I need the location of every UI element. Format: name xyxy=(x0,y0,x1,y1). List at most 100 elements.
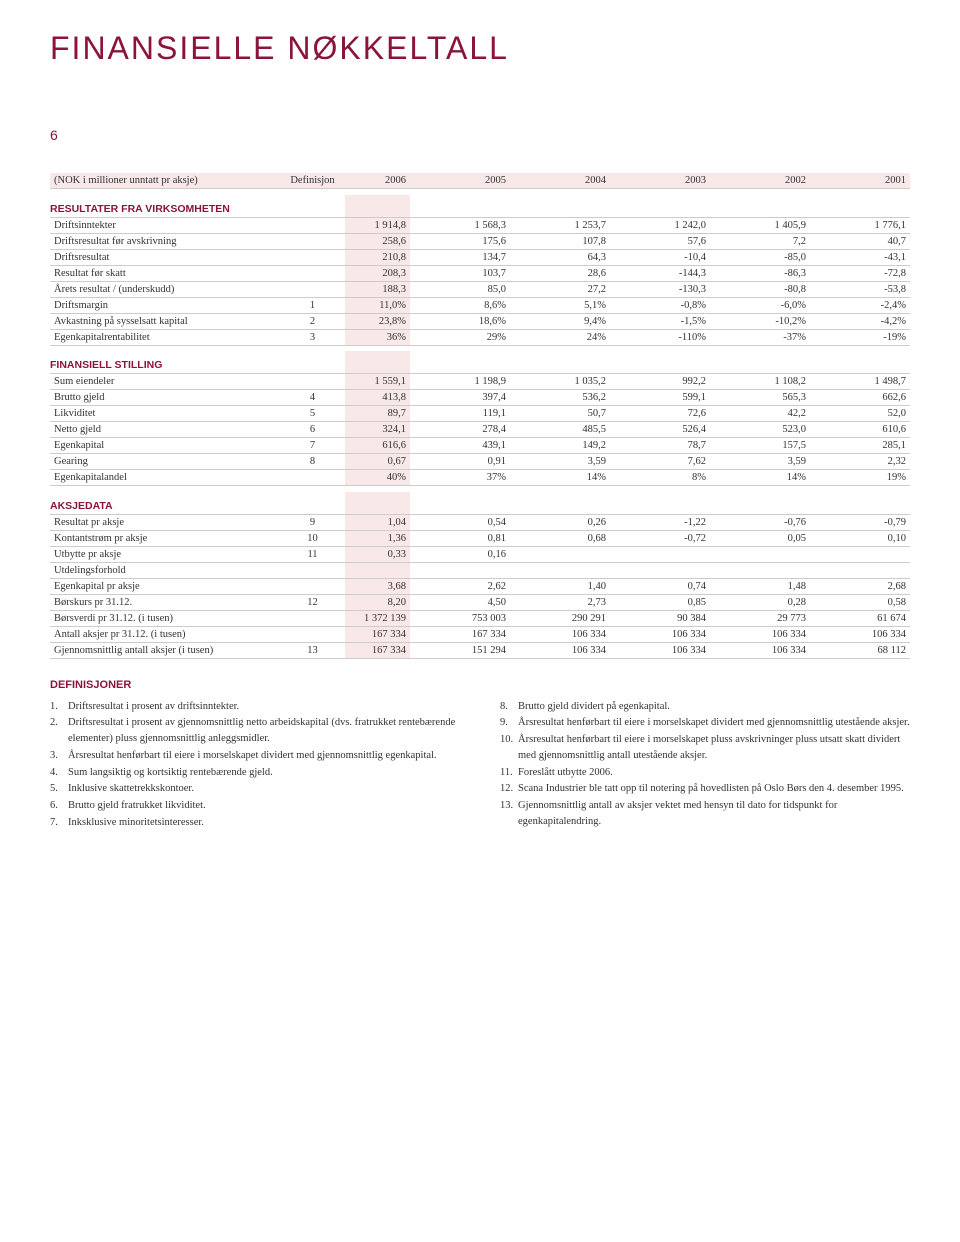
definition-item: 4.Sum langsiktig og kortsiktig rentebære… xyxy=(50,765,460,781)
table-row: Resultat pr aksje91,040,540,26-1,22-0,76… xyxy=(50,514,910,530)
row-value: 85,0 xyxy=(410,281,510,297)
row-def xyxy=(280,610,345,626)
row-def: 13 xyxy=(280,642,345,658)
table-row: Kontantstrøm pr aksje101,360,810,68-0,72… xyxy=(50,530,910,546)
definition-number: 2. xyxy=(50,715,68,747)
row-label: Børsverdi pr 31.12. (i tusen) xyxy=(50,610,280,626)
row-value: 11,0% xyxy=(345,297,410,313)
row-def xyxy=(280,249,345,265)
row-value: -1,5% xyxy=(610,313,710,329)
table-header-row: (NOK i millioner unntatt pr aksje) Defin… xyxy=(50,173,910,189)
row-def: 2 xyxy=(280,313,345,329)
table-row: Gearing80,670,913,597,623,592,32 xyxy=(50,454,910,470)
row-value: -110% xyxy=(610,329,710,345)
row-value: 64,3 xyxy=(510,249,610,265)
table-row: Likviditet589,7119,150,772,642,252,0 xyxy=(50,406,910,422)
definition-text: Scana Industrier ble tatt opp til noteri… xyxy=(518,781,904,797)
row-value: 662,6 xyxy=(810,390,910,406)
section-header: FINANSIELL STILLING xyxy=(50,351,910,374)
row-value: 324,1 xyxy=(345,422,410,438)
row-value: 9,4% xyxy=(510,313,610,329)
row-value: 397,4 xyxy=(410,390,510,406)
section-header: RESULTATER FRA VIRKSOMHETEN xyxy=(50,195,910,218)
row-value: 52,0 xyxy=(810,406,910,422)
row-value: 0,68 xyxy=(510,530,610,546)
definition-item: 13.Gjennomsnittlig antall av aksjer vekt… xyxy=(500,798,910,830)
row-value: 0,58 xyxy=(810,594,910,610)
row-value: 42,2 xyxy=(710,406,810,422)
row-value: -85,0 xyxy=(710,249,810,265)
row-label: Kontantstrøm pr aksje xyxy=(50,530,280,546)
row-value: 23,8% xyxy=(345,313,410,329)
header-year: 2004 xyxy=(510,173,610,189)
definition-number: 4. xyxy=(50,765,68,781)
row-value: 68 112 xyxy=(810,642,910,658)
row-label: Driftsmargin xyxy=(50,297,280,313)
row-value: -0,72 xyxy=(610,530,710,546)
row-value: 8,20 xyxy=(345,594,410,610)
row-value: 0,81 xyxy=(410,530,510,546)
row-def xyxy=(280,374,345,390)
financial-table: (NOK i millioner unntatt pr aksje) Defin… xyxy=(50,173,910,659)
row-value xyxy=(810,562,910,578)
row-value: -10,2% xyxy=(710,313,810,329)
definition-number: 5. xyxy=(50,781,68,797)
row-value: 24% xyxy=(510,329,610,345)
header-year: 2005 xyxy=(410,173,510,189)
table-row: Egenkapital7616,6439,1149,278,7157,5285,… xyxy=(50,438,910,454)
row-value: 0,91 xyxy=(410,454,510,470)
row-value: 188,3 xyxy=(345,281,410,297)
definition-number: 9. xyxy=(500,715,518,731)
row-value xyxy=(810,546,910,562)
section-title: FINANSIELL STILLING xyxy=(50,351,345,374)
table-row: Brutto gjeld4413,8397,4536,2599,1565,366… xyxy=(50,390,910,406)
row-value: 167 334 xyxy=(410,626,510,642)
definitions-title: DEFINISJONER xyxy=(50,679,910,691)
row-def: 10 xyxy=(280,530,345,546)
row-value: 210,8 xyxy=(345,249,410,265)
definition-number: 1. xyxy=(50,699,68,715)
row-value: 106 334 xyxy=(710,642,810,658)
table-row: Egenkapitalandel40%37%14%8%14%19% xyxy=(50,470,910,486)
row-def: 5 xyxy=(280,406,345,422)
table-row: Egenkapital pr aksje3,682,621,400,741,48… xyxy=(50,578,910,594)
row-value xyxy=(510,546,610,562)
row-def: 12 xyxy=(280,594,345,610)
row-value: -72,8 xyxy=(810,265,910,281)
definition-number: 10. xyxy=(500,732,518,764)
row-value: 14% xyxy=(710,470,810,486)
row-value: 89,7 xyxy=(345,406,410,422)
row-value: 7,62 xyxy=(610,454,710,470)
row-value: 208,3 xyxy=(345,265,410,281)
row-label: Egenkapital xyxy=(50,438,280,454)
row-value: 992,2 xyxy=(610,374,710,390)
row-value: -6,0% xyxy=(710,297,810,313)
row-value: -80,8 xyxy=(710,281,810,297)
row-value: 2,62 xyxy=(410,578,510,594)
row-value: 72,6 xyxy=(610,406,710,422)
row-value: 50,7 xyxy=(510,406,610,422)
row-value: 106 334 xyxy=(610,626,710,642)
row-value: 1 776,1 xyxy=(810,217,910,233)
table-row: Antall aksjer pr 31.12. (i tusen)167 334… xyxy=(50,626,910,642)
row-value: 285,1 xyxy=(810,438,910,454)
section-title: AKSJEDATA xyxy=(50,492,345,515)
definition-text: Driftsresultat i prosent av driftsinntek… xyxy=(68,699,239,715)
definition-text: Årsresultat henførbart til eiere i morse… xyxy=(68,748,437,764)
row-value: -2,4% xyxy=(810,297,910,313)
row-value: 106 334 xyxy=(710,626,810,642)
table-row: Avkastning på sysselsatt kapital223,8%18… xyxy=(50,313,910,329)
row-value: 40% xyxy=(345,470,410,486)
row-value: 523,0 xyxy=(710,422,810,438)
row-value: 485,5 xyxy=(510,422,610,438)
definition-item: 5.Inklusive skattetrekkskontoer. xyxy=(50,781,460,797)
row-value: 8% xyxy=(610,470,710,486)
row-value: 1 914,8 xyxy=(345,217,410,233)
row-value: 0,74 xyxy=(610,578,710,594)
row-value: 2,68 xyxy=(810,578,910,594)
row-value: 36% xyxy=(345,329,410,345)
definition-item: 10.Årsresultat henførbart til eiere i mo… xyxy=(500,732,910,764)
row-value: 1 568,3 xyxy=(410,217,510,233)
row-value: 1,36 xyxy=(345,530,410,546)
table-row: Utdelingsforhold xyxy=(50,562,910,578)
